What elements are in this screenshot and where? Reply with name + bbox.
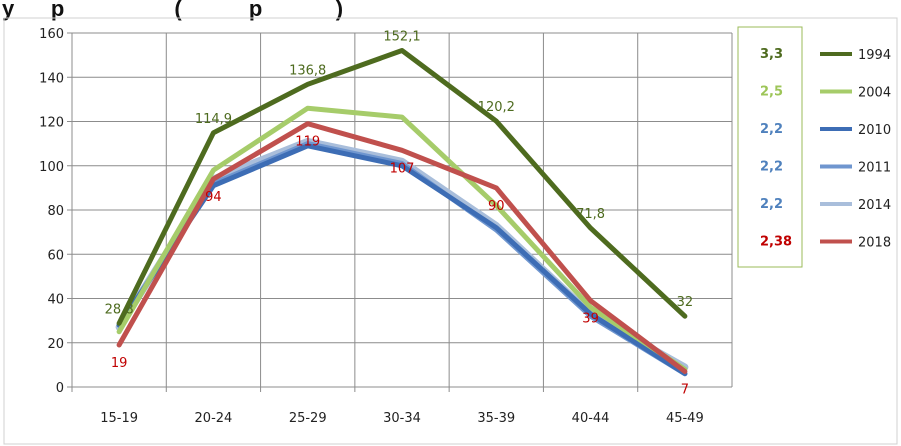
tfr-value-2004: 2,5 [760,85,783,100]
data-label-2018: 7 [681,383,689,398]
x-tick-label: 30-34 [383,411,421,426]
tfr-value-1994: 3,3 [760,47,783,62]
data-label-2018: 19 [111,356,128,371]
tfr-value-2011: 2,2 [760,160,783,175]
y-tick-label: 40 [47,293,64,308]
series-lines [115,48,689,377]
data-label-2018: 90 [488,199,505,214]
data-label-2018: 94 [205,190,222,205]
data-label-1994: 71,8 [576,207,605,222]
legend-label-1994: 1994 [858,48,891,63]
data-label-1994: 114,9 [195,112,232,127]
series-line-1994 [116,48,688,326]
data-label-2018: 119 [295,135,320,150]
x-tick-label: 20-24 [195,411,233,426]
tfr-value-2010: 2,2 [760,122,783,137]
x-tick-label: 25-29 [289,411,327,426]
x-tick-label: 40-44 [572,411,610,426]
y-tick-label: 80 [47,204,64,219]
data-label-1994: 136,8 [289,63,326,78]
x-tick-label: 15-19 [100,411,138,426]
tfr-value-2014: 2,2 [760,197,783,212]
series-line-2010 [116,143,688,377]
data-label-2018: 107 [390,161,415,176]
data-label-1994: 28,8 [105,302,134,317]
x-tick-label: 35-39 [477,411,515,426]
data-labels: 28,8 114,9 136,8 152,1 120,2 71,8 32 19 94 119 107… [105,29,693,397]
x-tick-label: 45-49 [666,411,704,426]
legend: 1994 2004 2010 2011 2014 2018 [820,48,891,251]
y-tick-label: 0 [56,381,64,396]
data-label-2018: 39 [582,312,599,327]
data-label-1994: 120,2 [478,100,515,115]
legend-label-2010: 2010 [858,123,891,138]
y-tick-label: 140 [39,71,64,86]
series-line-2011 [116,141,688,377]
data-label-1994: 152,1 [383,29,420,44]
gridlines [72,32,733,387]
y-tick-label: 20 [47,337,64,352]
series-line-2018 [116,121,688,374]
legend-label-2004: 2004 [858,86,891,101]
y-tick-label: 120 [39,116,64,131]
legend-label-2018: 2018 [858,236,891,251]
y-tick-label: 100 [39,160,64,175]
chart-area-border [3,17,898,445]
series-line-2004 [116,105,688,372]
legend-label-2011: 2011 [858,161,891,176]
axes [67,32,732,392]
data-label-1994: 32 [677,295,694,310]
tfr-box: 3,3 2,5 2,2 2,2 2,2 2,38 [737,26,803,268]
x-axis-tick-labels: 15-19 20-24 25-29 30-34 35-39 40-44 45-49 [100,411,703,426]
y-tick-label: 60 [47,248,64,263]
legend-label-2014: 2014 [858,198,891,213]
chart-title-fragment: y p ( p ) [2,0,343,21]
y-axis-tick-labels: 0 20 40 60 80 100 120 140 160 [39,27,64,396]
tfr-value-2018: 2,38 [760,235,792,250]
tfr-box-frame [737,26,803,268]
y-tick-label: 160 [39,27,64,42]
